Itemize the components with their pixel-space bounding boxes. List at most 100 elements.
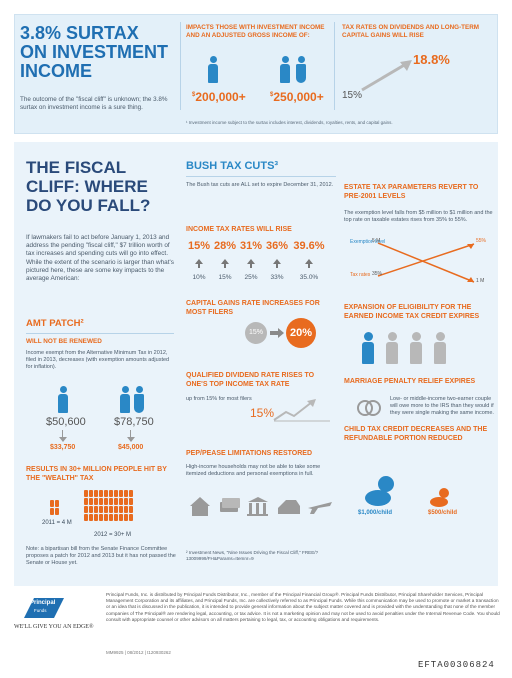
person-mark: [89, 506, 93, 513]
amt-description: Income exempt from the Alternative Minim…: [26, 350, 170, 370]
surtax-title: 3.8% SURTAX ON INVESTMENT INCOME: [20, 23, 169, 81]
wealth-tax-heading: RESULTS IN 30+ MILLION PEOPLE HIT BY THE…: [26, 466, 167, 482]
baby-icon: [365, 476, 394, 506]
person-mark: [94, 490, 98, 497]
tagline: WE'LL GIVE YOU AN EDGE®: [14, 624, 94, 630]
person-mark: [104, 506, 108, 513]
person-mark: [114, 514, 118, 521]
tax-rate-from: 35%: [372, 271, 383, 277]
up-arrow-icon: [195, 259, 203, 264]
person-icon: [384, 332, 400, 366]
person-mark: [84, 490, 88, 497]
rate-cell-old: 33%: [264, 274, 290, 281]
rate-cell-old: 10%: [186, 274, 212, 281]
estate-tax-heading: ESTATE TAX PARAMETERS REVERT TO PRE-2001…: [344, 184, 479, 200]
rate-cell: 15%: [186, 240, 212, 252]
bush-description: The Bush tax cuts are ALL set to expire …: [186, 182, 334, 188]
exemption-line: [377, 242, 475, 283]
person-mark: [99, 514, 103, 521]
fiscal-cliff-title: THE FISCAL CLIFF: WHERE DO YOU FALL?: [26, 158, 151, 215]
person-mark: [55, 500, 59, 507]
plane-icon: [308, 502, 332, 514]
person-mark: [94, 514, 98, 521]
person-mark: [124, 498, 128, 505]
up-arrow-stem: [308, 264, 310, 268]
person-mark: [89, 498, 93, 505]
cg-rate-to: 20%: [286, 318, 316, 348]
pep-pease-description: High-income households may not be able t…: [186, 464, 321, 477]
single-person-icon: [56, 386, 70, 414]
person-mark: [114, 506, 118, 513]
up-arrow-icon: [221, 259, 229, 264]
estate-cross-chart: [377, 242, 475, 283]
impacts-heading: IMPACTS THOSE WITH INVESTMENT INCOME AND…: [186, 24, 325, 39]
person-mark: [104, 498, 108, 505]
person-mark: [114, 498, 118, 505]
principal-logo: [24, 598, 64, 618]
income-threshold-single: $200,000+: [192, 90, 246, 104]
amt-single-2012: $50,600: [46, 416, 86, 428]
house-icon: [190, 497, 210, 516]
amt-heading: AMT PATCH²: [26, 318, 84, 329]
surtax-panel: [14, 14, 498, 134]
up-arrow-icon: [247, 259, 255, 264]
tax-rate-line: [377, 243, 475, 277]
bates-number: EFTA00306824: [418, 660, 495, 670]
deduction-icons: [190, 497, 332, 516]
person-mark: [50, 508, 54, 515]
rate-old: 25%: [244, 274, 258, 281]
amt-single-2013: $33,750: [50, 444, 76, 451]
capital-gains-heading: CAPITAL GAINS RATE INCREASES FOR MOST FI…: [186, 300, 320, 316]
person-mark: [109, 514, 113, 521]
people-2011-grid: [50, 500, 59, 515]
tax-rates-heading: TAX RATES ON DIVIDENDS AND LONG-TERM CAP…: [342, 24, 480, 39]
rate-new: 36%: [265, 240, 289, 252]
amt-note: Note: a bipartisan bill from the Senate …: [26, 546, 176, 566]
person-mark: [124, 514, 128, 521]
rate-old: 15%: [218, 274, 232, 281]
up-arrow-icon: [305, 259, 313, 264]
logo-subtext: Funds: [34, 608, 47, 613]
up-arrow-stem: [276, 264, 278, 268]
person-mark: [119, 490, 123, 497]
logo-text: Principal: [30, 600, 56, 606]
exemption-label: Exemption level: [350, 239, 386, 245]
couple-man-icon: [118, 386, 132, 414]
people-2012-grid: [84, 490, 133, 521]
rate-from: 15%: [342, 90, 363, 101]
rate-to: 18.8%: [413, 52, 450, 67]
down-arrow-icon: [127, 437, 135, 442]
rate-new: 15%: [187, 240, 211, 252]
marriage-penalty-description: Low- or middle-income two-earner couple …: [390, 396, 494, 416]
car-icon: [278, 500, 300, 514]
person-mark: [114, 490, 118, 497]
divider: [334, 22, 335, 110]
exemption-from: 5 M: [372, 238, 381, 244]
person-mark: [99, 498, 103, 505]
bank-icon: [248, 497, 268, 502]
couple-woman-icon: [294, 56, 308, 84]
rate-new: 28%: [213, 240, 237, 252]
down-arrow-stem: [130, 430, 131, 438]
tax-rate-to: 55%: [476, 238, 487, 244]
pep-pease-heading: PEP/PEASE LIMITATIONS RESTORED: [186, 450, 313, 457]
dividend-rate: 15%: [250, 406, 275, 420]
person-mark: [104, 490, 108, 497]
rate-cell-old: 25%: [238, 274, 264, 281]
person-mark: [129, 506, 133, 513]
document-code: MM9925 | 08/2012 | t120930262: [106, 650, 171, 655]
dividend-heading: QUALIFIED DIVIDEND RATE RISES TO ONE'S T…: [186, 372, 315, 388]
rate-cell: 31%: [238, 240, 264, 252]
bush-footnote: ² Investment News, "Nine Issues Driving …: [186, 550, 319, 561]
ctc-to: $500/child: [428, 510, 458, 516]
person-mark: [109, 490, 113, 497]
amt-joint-2012: $78,750: [114, 416, 154, 428]
trend-up-icon: [273, 399, 330, 422]
up-arrow-stem: [224, 264, 226, 268]
divider: [186, 176, 336, 177]
wedding-rings-icon: [357, 400, 381, 416]
rate-cell: 28%: [212, 240, 238, 252]
rate-old: 10%: [192, 274, 206, 281]
rate-rise-arrow-icon: [361, 60, 412, 92]
person-mark: [89, 514, 93, 521]
